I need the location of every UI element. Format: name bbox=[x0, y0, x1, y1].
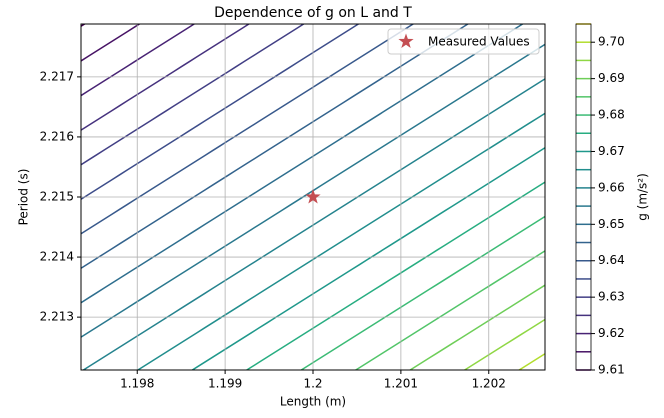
legend-box bbox=[387, 28, 540, 55]
y-tick-label: 2.215 bbox=[40, 190, 74, 204]
y-tick-label: 2.214 bbox=[40, 250, 74, 264]
legend-label: Measured Values bbox=[428, 35, 530, 49]
contour-line bbox=[81, 24, 196, 97]
plot-frame bbox=[80, 23, 546, 371]
colorbar-tick-label: 9.64 bbox=[598, 253, 625, 267]
colorbar-tick-label: 9.62 bbox=[598, 326, 625, 340]
point bbox=[305, 189, 321, 204]
colorbar-tick-label: 9.68 bbox=[598, 108, 625, 122]
colorbar-tick-label: 9.70 bbox=[598, 35, 625, 49]
colorbar-frame bbox=[575, 23, 592, 371]
x-tick-label: 1.199 bbox=[208, 377, 242, 391]
colorbar-tick-label: 9.63 bbox=[598, 290, 625, 304]
x-tick-label: 1.201 bbox=[384, 377, 418, 391]
x-axis-label: Length (m) bbox=[280, 395, 346, 409]
contour-line bbox=[81, 24, 251, 131]
contour-line bbox=[354, 250, 545, 370]
x-tick-label: 1.202 bbox=[472, 377, 506, 391]
y-tick-label: 2.213 bbox=[40, 310, 74, 324]
colorbar-tick-label: 9.61 bbox=[598, 363, 625, 377]
colorbar-tick-label: 9.67 bbox=[598, 144, 625, 158]
contour-line bbox=[81, 24, 306, 166]
contour-line bbox=[408, 284, 545, 370]
contour-line bbox=[463, 318, 545, 370]
y-tick-label: 2.216 bbox=[40, 129, 74, 143]
y-tick-label: 2.217 bbox=[40, 69, 74, 83]
x-tick-label: 1.2 bbox=[303, 377, 322, 391]
y-axis-label: Period (s) bbox=[17, 169, 31, 226]
colorbar-tick-label: 9.65 bbox=[598, 217, 625, 231]
colorbar-tick-label: 9.66 bbox=[598, 180, 625, 194]
legend-marker bbox=[398, 33, 414, 48]
x-tick-label: 1.198 bbox=[120, 377, 154, 391]
colorbar-label: g (m/s²) bbox=[636, 173, 650, 221]
colorbar-tick-label: 9.69 bbox=[598, 71, 625, 85]
chart-title: Dependence of g on L and T bbox=[214, 5, 412, 21]
